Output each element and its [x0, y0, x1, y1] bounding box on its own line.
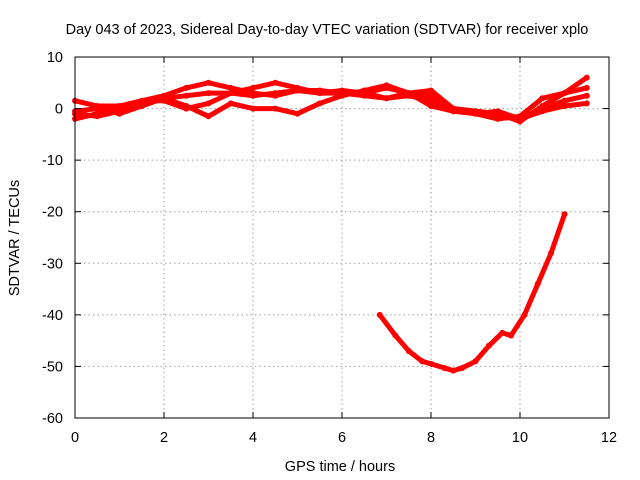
- chart-title: Day 043 of 2023, Sidereal Day-to-day VTE…: [66, 22, 589, 38]
- x-tick-label: 6: [338, 430, 346, 446]
- data-point: [227, 84, 234, 91]
- data-point: [205, 113, 212, 120]
- data-point: [339, 92, 345, 99]
- data-point: [428, 87, 434, 94]
- data-point: [441, 365, 448, 371]
- data-point: [227, 100, 234, 107]
- data-point: [583, 100, 590, 107]
- y-tick-label: -30: [42, 256, 63, 272]
- grid-lines: [75, 57, 609, 418]
- data-point: [94, 105, 101, 112]
- y-tick-label: 10: [47, 50, 63, 66]
- data-point: [272, 90, 279, 97]
- data-point: [539, 95, 546, 102]
- data-point: [227, 90, 234, 97]
- data-point: [561, 97, 568, 104]
- data-point: [485, 342, 492, 349]
- data-point: [459, 365, 466, 371]
- data-point: [472, 358, 479, 365]
- y-tick-label: 0: [55, 102, 63, 118]
- y-axis-label: SDTVAR / TECUs: [7, 180, 23, 296]
- data-point: [539, 108, 546, 115]
- y-tick-label: -60: [42, 411, 63, 427]
- data-point: [521, 311, 528, 318]
- data-point: [428, 92, 434, 99]
- data-point: [548, 250, 555, 256]
- data-point: [494, 115, 501, 122]
- series-line-track-5: [377, 211, 567, 374]
- x-tick-label: 10: [512, 430, 528, 446]
- data-point: [494, 108, 501, 115]
- data-point: [205, 90, 212, 97]
- data-point: [383, 82, 390, 89]
- data-point: [205, 79, 212, 86]
- data-point: [428, 360, 434, 367]
- data-point: [383, 95, 390, 102]
- data-point: [583, 84, 590, 91]
- y-tick-label: -50: [42, 359, 63, 375]
- data-point: [183, 84, 190, 91]
- data-point: [450, 367, 457, 374]
- x-tick-label: 4: [249, 430, 257, 446]
- data-point: [94, 110, 101, 117]
- data-point: [116, 105, 123, 112]
- data-point: [272, 105, 279, 112]
- x-tick-label: 8: [427, 430, 435, 446]
- data-point: [116, 110, 123, 117]
- data-point: [361, 87, 368, 94]
- axis-ticks: 0 2 4 6 8 10 12 -60 -50 -40 -30 -20 -10 0 10: [42, 50, 617, 446]
- data-point: [376, 311, 383, 318]
- x-tick-label: 12: [601, 430, 617, 446]
- data-point: [250, 92, 256, 99]
- x-axis-label: GPS time / hours: [285, 459, 395, 475]
- data-point: [183, 92, 190, 99]
- data-point: [583, 74, 590, 81]
- data-point: [392, 332, 399, 339]
- series-group: [72, 74, 590, 374]
- series-line-track-4: [72, 82, 590, 122]
- data-point: [294, 110, 301, 117]
- data-point: [534, 280, 541, 287]
- data-point: [138, 97, 145, 104]
- data-point: [183, 103, 190, 109]
- data-point: [205, 100, 212, 107]
- data-point: [316, 100, 323, 107]
- data-point: [161, 95, 167, 102]
- data-point: [419, 358, 426, 365]
- data-point: [561, 90, 568, 97]
- x-tick-label: 2: [160, 430, 168, 446]
- y-tick-label: -10: [42, 153, 63, 169]
- data-point: [450, 108, 457, 115]
- data-point: [583, 92, 590, 99]
- y-tick-label: -20: [42, 205, 63, 221]
- data-point: [250, 105, 256, 112]
- data-point: [561, 103, 568, 109]
- data-point: [499, 329, 506, 336]
- data-point: [294, 84, 301, 91]
- data-point: [561, 211, 568, 218]
- data-point: [428, 103, 434, 109]
- y-tick-label: -40: [42, 308, 63, 324]
- data-point: [472, 110, 479, 117]
- x-tick-label: 0: [71, 430, 79, 446]
- data-point: [316, 90, 323, 97]
- data-point: [272, 79, 279, 86]
- data-point: [250, 84, 256, 91]
- data-point: [405, 90, 412, 97]
- data-point: [138, 103, 145, 109]
- data-point: [517, 115, 523, 122]
- data-point: [405, 348, 412, 354]
- data-point: [508, 332, 515, 339]
- data-point: [339, 87, 345, 94]
